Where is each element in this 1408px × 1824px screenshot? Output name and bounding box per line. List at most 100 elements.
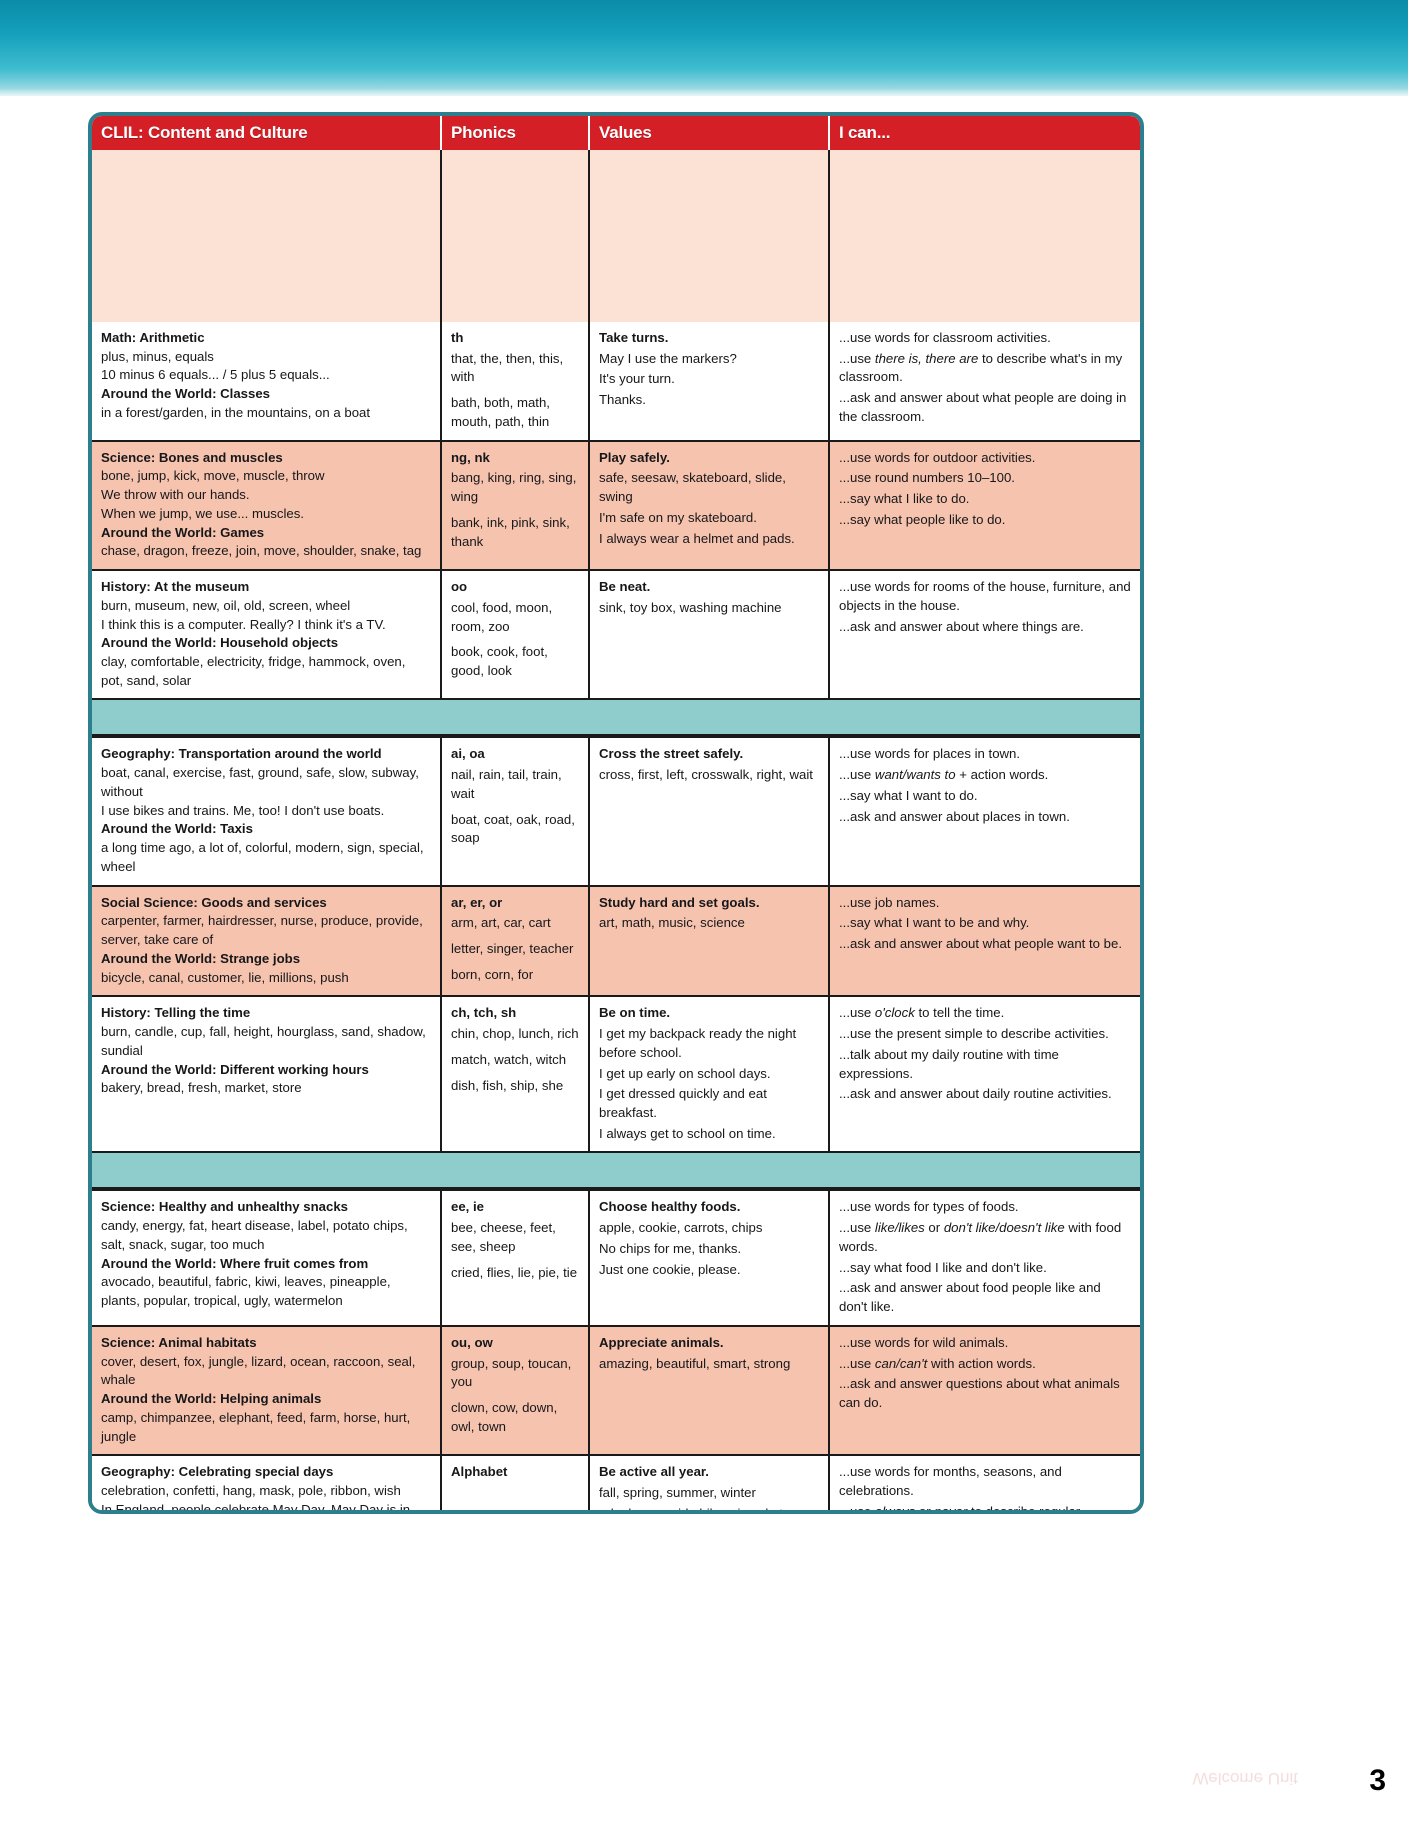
phonics-word-group: letter, singer, teacher bbox=[451, 941, 574, 957]
cell-i-can: ...use words for wild animals. ...use can… bbox=[828, 1326, 1140, 1455]
cell-clil-content-and-culture: Science: Healthy and unhealthy snacks can… bbox=[92, 1191, 440, 1325]
values-title: Be on time. bbox=[599, 1005, 671, 1021]
table-row: Social Science: Goods and services carpen… bbox=[92, 884, 1140, 996]
i-can-statement: ...use there is, there are to describe w… bbox=[839, 350, 1123, 385]
cell-phonics: ee, ie bee, cheese, feet, see, sheep cried… bbox=[440, 1191, 588, 1325]
i-can-statement: ...ask and answer about places in town. bbox=[839, 808, 1070, 824]
clil-topic: History: At the museum bbox=[101, 579, 250, 595]
cell-values: Be on time. I get my backpack ready the n… bbox=[588, 997, 828, 1152]
i-can-statement: ...use words for wild animals. bbox=[839, 1334, 1009, 1350]
cell-clil-content-and-culture: Science: Animal habitats cover, desert, f… bbox=[92, 1326, 440, 1455]
cell-phonics: ng, nk bang, king, ring, sing, wing bank, … bbox=[440, 441, 588, 570]
table-row: Science: Bones and muscles bone, jump, ki… bbox=[92, 439, 1140, 570]
values-line: apple, cookie, carrots, chips bbox=[599, 1220, 763, 1236]
cell-values: Choose healthy foods. apple, cookie, carr… bbox=[588, 1191, 828, 1325]
values-title: Be neat. bbox=[599, 579, 651, 595]
i-can-statement: ...use words for outdoor activities. bbox=[839, 449, 1036, 465]
around-the-world-topic: Around the World: Helping animals bbox=[101, 1391, 322, 1407]
unit-divider-band bbox=[92, 1151, 1140, 1190]
values-line: I get my backpack ready the night before… bbox=[599, 1026, 797, 1060]
values-line: I'm safe on my skateboard. bbox=[599, 509, 757, 525]
values-line: sink, toy box, washing machine bbox=[599, 599, 782, 615]
around-the-world-line: in a forest/garden, in the mountains, on… bbox=[101, 404, 371, 420]
around-the-world-line: a long time ago, a lot of, colorful, mod… bbox=[101, 840, 424, 874]
clil-topic: Geography: Transportation around the wor… bbox=[101, 746, 382, 762]
around-the-world-line: chase, dragon, freeze, join, move, shoul… bbox=[101, 543, 422, 559]
column-header-clil: CLIL: Content and Culture bbox=[101, 123, 308, 142]
clil-topic: Math: Arithmetic bbox=[101, 330, 205, 345]
values-title: Choose healthy foods. bbox=[599, 1199, 741, 1215]
around-the-world-topic: Around the World: Different working hour… bbox=[101, 1061, 369, 1077]
i-can-statement: ...say what I want to do. bbox=[839, 787, 978, 803]
clil-topic: Science: Animal habitats bbox=[101, 1334, 257, 1350]
cell-values: Be active all year. fall, spring, summer,… bbox=[588, 1456, 828, 1510]
faded-carryover-block bbox=[92, 150, 1140, 322]
cell-clil-content-and-culture: Geography: Transportation around the wor… bbox=[92, 738, 440, 885]
i-can-statement: ...ask and answer about what people want… bbox=[839, 936, 1122, 952]
i-can-statement: ...use the present simple to describe ac… bbox=[839, 1026, 1109, 1042]
column-header-phonics: Phonics bbox=[440, 116, 588, 150]
cell-phonics: ai, oa nail, rain, tail, train, wait boat,… bbox=[440, 738, 588, 885]
i-can-statement: ...use words for classroom activities. bbox=[839, 330, 1051, 345]
cell-values: Take turns. May I use the markers? It's yo… bbox=[588, 322, 828, 440]
i-can-statement: ...use o'clock to tell the time. bbox=[839, 1005, 1005, 1021]
clil-line: carpenter, farmer, hairdresser, nurse, p… bbox=[101, 913, 423, 948]
phonics-sounds: ng, nk bbox=[451, 449, 490, 465]
cell-clil-content-and-culture: Social Science: Goods and services carpen… bbox=[92, 886, 440, 996]
i-can-statement: ...use words for types of foods. bbox=[839, 1199, 1019, 1215]
clil-line: candy, energy, fat, heart disease, label… bbox=[101, 1218, 408, 1252]
cell-phonics: ou, ow group, soup, toucan, you clown, cow… bbox=[440, 1326, 588, 1455]
phonics-sounds: Alphabet bbox=[451, 1464, 508, 1480]
cell-phonics: th that, the, then, this, with bath, both,… bbox=[440, 322, 588, 440]
i-can-statement: ...ask and answer questions about what a… bbox=[839, 1376, 1120, 1411]
phonics-sounds: oo bbox=[451, 579, 468, 595]
i-can-statement: ...use job names. bbox=[839, 894, 940, 910]
i-can-statement: ...use round numbers 10–100. bbox=[839, 470, 1015, 486]
i-can-statement: ...use can/can't with action words. bbox=[839, 1355, 1036, 1371]
phonics-word-group: that, the, then, this, with bbox=[451, 350, 564, 385]
reverse-page-ghost-text: Welcome Unit bbox=[1192, 1769, 1299, 1788]
cell-i-can: ...use words for outdoor activities. ...u… bbox=[828, 441, 1140, 570]
page-top-banner bbox=[0, 0, 1408, 96]
around-the-world-line: bakery, bread, fresh, market, store bbox=[101, 1080, 302, 1096]
clil-line: burn, candle, cup, fall, height, hourgla… bbox=[101, 1024, 426, 1058]
faded-cell-clil bbox=[92, 150, 440, 322]
i-can-statement: ...talk about my daily routine with time… bbox=[839, 1046, 1059, 1081]
cell-i-can: ...use words for places in town. ...use w… bbox=[828, 738, 1140, 885]
around-the-world-line: camp, chimpanzee, elephant, feed, farm, … bbox=[101, 1409, 411, 1444]
values-title: Take turns. bbox=[599, 330, 669, 345]
clil-line: I use bikes and trains. Me, too! I don't… bbox=[101, 802, 385, 818]
values-line: I get dressed quickly and eat breakfast. bbox=[599, 1086, 767, 1120]
values-title: Study hard and set goals. bbox=[599, 894, 760, 910]
around-the-world-topic: Around the World: Taxis bbox=[101, 821, 253, 837]
i-can-statement: ...use words for rooms of the house, fur… bbox=[839, 579, 1131, 613]
i-can-statement: ...ask and answer about what people are … bbox=[839, 390, 1127, 424]
page-number: 3 bbox=[1369, 1764, 1386, 1797]
cell-clil-content-and-culture: Geography: Celebrating special days celeb… bbox=[92, 1456, 440, 1510]
phonics-sounds: th bbox=[451, 330, 464, 345]
cell-i-can: ...use words for months, seasons, and ce… bbox=[828, 1456, 1140, 1510]
values-line: Thanks. bbox=[599, 392, 646, 408]
cell-clil-content-and-culture: History: Telling the time burn, candle, c… bbox=[92, 997, 440, 1152]
values-line: It's your turn. bbox=[599, 371, 675, 387]
table-row: History: Telling the time burn, candle, c… bbox=[92, 995, 1140, 1152]
around-the-world-line: bicycle, canal, customer, lie, millions,… bbox=[101, 969, 349, 985]
i-can-statement: ...ask and answer about where things are… bbox=[839, 618, 1084, 634]
phonics-word-group: cool, food, moon, room, zoo bbox=[451, 599, 553, 634]
phonics-sounds: ai, oa bbox=[451, 746, 485, 762]
clil-line: We throw with our hands. bbox=[101, 487, 250, 503]
cell-clil-content-and-culture: Math: Arithmetic plus, minus, equals 10 mi… bbox=[92, 322, 440, 440]
clil-line: cover, desert, fox, jungle, lizard, ocea… bbox=[101, 1353, 416, 1388]
cell-phonics: ch, tch, sh chin, chop, lunch, rich match,… bbox=[440, 997, 588, 1152]
clil-line: bone, jump, kick, move, muscle, throw bbox=[101, 468, 325, 484]
cell-i-can: ...use words for rooms of the house, fur… bbox=[828, 571, 1140, 699]
table-row: Science: Animal habitats cover, desert, f… bbox=[92, 1324, 1140, 1455]
cell-phonics: ar, er, or arm, art, car, cart letter, sin… bbox=[440, 886, 588, 996]
i-can-statement: ...say what people like to do. bbox=[839, 511, 1006, 527]
around-the-world-topic: Around the World: Household objects bbox=[101, 635, 339, 651]
phonics-word-group: arm, art, car, cart bbox=[451, 915, 551, 931]
phonics-word-group: bath, both, math, mouth, path, thin bbox=[451, 395, 550, 429]
phonics-sounds: ee, ie bbox=[451, 1199, 484, 1215]
phonics-word-group: group, soup, toucan, you bbox=[451, 1355, 572, 1390]
clil-line: I think this is a computer. Really? I th… bbox=[101, 616, 386, 632]
